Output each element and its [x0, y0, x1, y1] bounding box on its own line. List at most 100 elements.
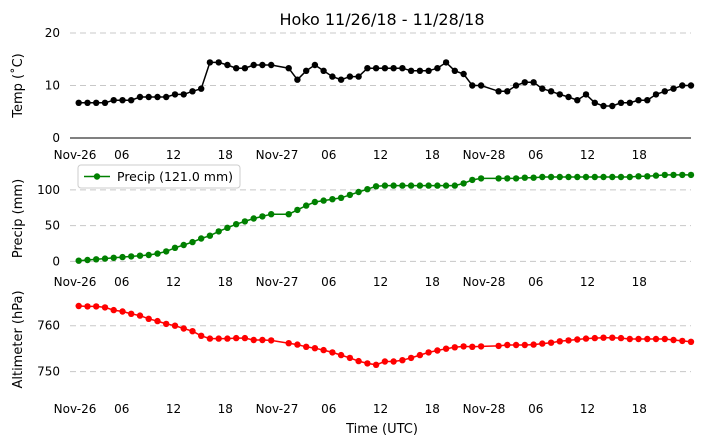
precip-point	[346, 191, 354, 199]
temp-point	[469, 82, 476, 89]
panels: 0 10 20 Nov-26 06 12 18 Nov-27 06 12 18 Nov-28 06 12 1…	[10, 26, 695, 416]
precip-point	[617, 173, 625, 181]
temp-point	[206, 59, 214, 66]
altimeter-point	[84, 303, 91, 310]
temp-point	[460, 70, 467, 78]
panel-temp: 0 10 20 Nov-26 06 12 18 Nov-27 06 12 18 Nov-28 06 12 1…	[10, 26, 695, 162]
altimeter-point	[626, 335, 633, 343]
altimeter-point	[320, 346, 327, 354]
temp-point	[119, 97, 126, 104]
altimeter-point	[268, 337, 275, 344]
precip-point	[670, 171, 677, 179]
precip-point	[171, 244, 179, 251]
altimeter-point	[163, 320, 170, 328]
temp-point	[521, 79, 528, 86]
temp-point	[136, 93, 144, 101]
altimeter-point	[329, 349, 336, 356]
altimeter-point	[451, 344, 458, 351]
precip-x-tick-label: Nov-26	[54, 275, 97, 289]
precip-point	[626, 173, 633, 181]
temp-point	[679, 82, 686, 89]
altimeter-point	[591, 334, 598, 342]
altimeter-point	[399, 357, 406, 364]
temp-point	[390, 65, 397, 72]
temp-point	[285, 65, 292, 72]
precip-point	[224, 224, 231, 231]
temp-x-tick-label: Nov-28	[463, 148, 506, 162]
altimeter-point	[495, 342, 502, 350]
temp-x-tick-label: Nov-26	[54, 148, 97, 162]
precip-point	[512, 175, 520, 182]
altimeter-point	[679, 337, 686, 345]
altimeter-x-tick-label: Nov-28	[463, 402, 506, 416]
precip-point	[530, 174, 537, 181]
temp-point	[303, 67, 310, 75]
altimeter-point	[460, 343, 467, 350]
precip-point	[294, 206, 301, 214]
altimeter-y-tick-label: 750	[37, 365, 60, 379]
temp-point	[75, 99, 82, 107]
precip-point	[442, 182, 450, 189]
altimeter-y-tick-label: 760	[37, 319, 60, 333]
precip-point	[495, 175, 502, 182]
precip-point	[250, 215, 257, 222]
altimeter-point	[215, 335, 222, 342]
precip-point	[687, 171, 695, 179]
temp-point	[233, 65, 240, 72]
altimeter-point	[416, 351, 424, 359]
precip-point	[145, 251, 152, 259]
altimeter-point	[259, 336, 266, 344]
temp-point	[329, 73, 336, 80]
temp-point	[381, 65, 389, 72]
altimeter-point	[346, 354, 354, 362]
altimeter-point	[442, 345, 450, 352]
temp-point	[530, 79, 537, 86]
altimeter-point	[512, 341, 520, 349]
altimeter-point	[477, 343, 485, 350]
altimeter-point	[652, 335, 660, 343]
precip-x-tick-label: Nov-28	[463, 275, 506, 289]
panel-altimeter: 750 760 Nov-26 06 12 18 Nov-27 06 12 18 Nov-28 06 12…	[11, 290, 695, 416]
temp-point	[425, 67, 432, 75]
altimeter-point	[539, 340, 546, 347]
temp-point	[477, 82, 485, 89]
altimeter-point	[241, 334, 249, 342]
altimeter-point	[609, 334, 616, 341]
precip-point	[206, 232, 214, 239]
altimeter-point	[206, 335, 214, 342]
precip-point	[425, 182, 432, 189]
altimeter-x-tick-label: 06	[114, 402, 129, 416]
precip-point	[215, 228, 222, 235]
altimeter-x-tick-label: Nov-26	[54, 402, 97, 416]
temp-point	[154, 93, 161, 101]
altimeter-point	[661, 335, 668, 343]
precip-x-tick-label: 06	[528, 275, 543, 289]
altimeter-point	[556, 338, 563, 345]
temp-point	[635, 97, 642, 104]
precip-point	[110, 254, 117, 261]
altimeter-point	[180, 325, 187, 332]
temp-point	[93, 99, 100, 107]
temp-point	[687, 82, 695, 89]
precip-point	[652, 172, 660, 179]
precip-point	[635, 173, 642, 180]
precip-point	[539, 173, 546, 181]
precip-point	[241, 218, 249, 225]
precip-point	[609, 173, 616, 181]
altimeter-series-line	[78, 305, 692, 366]
temp-point	[101, 99, 109, 107]
temp-x-tick-label: 06	[528, 148, 543, 162]
temp-point	[320, 67, 327, 75]
altimeter-point	[521, 341, 528, 349]
altimeter-point	[355, 357, 362, 365]
precip-point	[163, 248, 170, 255]
precip-point	[591, 173, 598, 181]
altimeter-point	[93, 303, 100, 310]
precip-y-tick-label: 100	[37, 183, 60, 197]
altimeter-point	[434, 347, 441, 354]
altimeter-point	[504, 341, 511, 349]
temp-point	[241, 65, 249, 72]
precip-point	[381, 182, 389, 189]
precip-point	[399, 182, 406, 189]
precip-point	[477, 175, 485, 182]
